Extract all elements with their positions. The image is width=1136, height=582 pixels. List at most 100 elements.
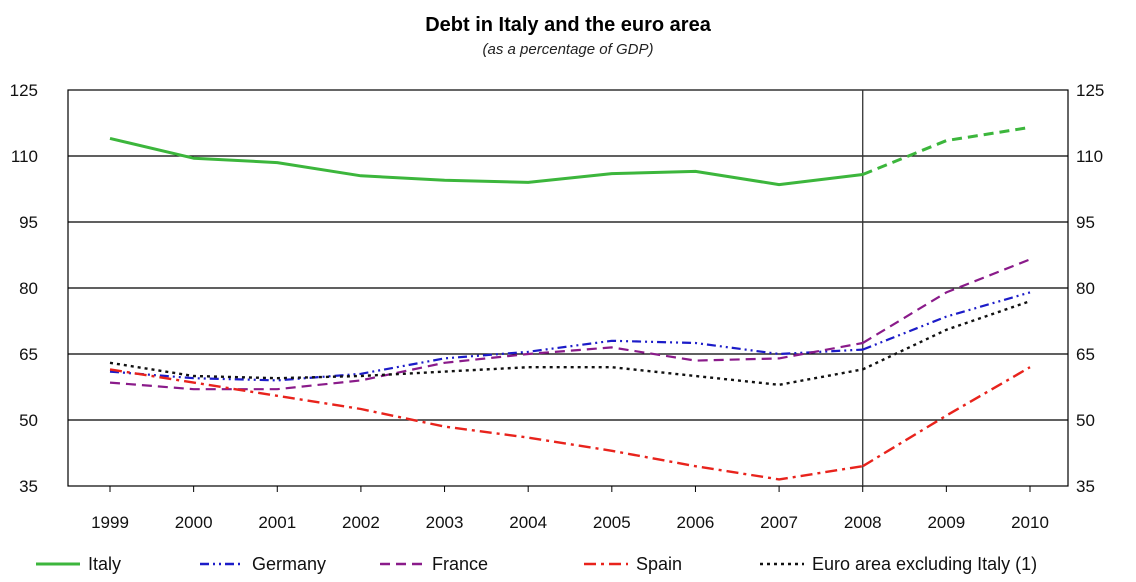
y-tick-left-110: 110: [11, 147, 38, 166]
x-tick-2010: 2010: [1011, 513, 1049, 532]
series-2-point-2010: [1028, 257, 1032, 261]
series-0-line: [109, 136, 863, 187]
series-0-point-2007: [777, 183, 781, 187]
series-2-point-2004: [526, 352, 530, 356]
series-4-point-2008: [861, 367, 865, 371]
x-tick-2003: 2003: [426, 513, 464, 532]
series-3-point-2008: [861, 464, 865, 468]
series-3-point-2006: [693, 464, 697, 468]
x-tick-2007: 2007: [760, 513, 798, 532]
series-2-point-2007: [777, 356, 781, 360]
series-0-forecast-line: [862, 125, 1031, 176]
series-0-point-2009: [944, 139, 948, 143]
series-1-point-2008: [861, 348, 865, 352]
y-tick-left-80: 80: [19, 279, 38, 298]
series-2-point-2001: [275, 387, 279, 391]
x-tick-2008: 2008: [844, 513, 882, 532]
chart-title: Debt in Italy and the euro area: [425, 14, 711, 36]
series-layer: [108, 125, 1032, 481]
series-1-point-2006: [693, 341, 697, 345]
legend-label-1: Germany: [252, 554, 326, 574]
series-4-point-2007: [777, 383, 781, 387]
legend-label-0: Italy: [88, 554, 121, 574]
series-2-point-2003: [443, 361, 447, 365]
x-tick-1999: 1999: [91, 513, 129, 532]
y-tick-right-80: 80: [1076, 279, 1095, 298]
y-tick-right-50: 50: [1076, 411, 1095, 430]
series-0-point-2001: [275, 161, 279, 165]
series-3-point-2005: [610, 449, 614, 453]
series-0-point-2004: [526, 180, 530, 184]
series-2-point-2008: [861, 341, 865, 345]
y-tick-right-125: 125: [1076, 81, 1104, 100]
legend-label-2: France: [432, 554, 488, 574]
series-1-point-2003: [443, 356, 447, 360]
series-2-point-2000: [192, 387, 196, 391]
series-3-point-2007: [777, 477, 781, 481]
series-0-point-2002: [359, 174, 363, 178]
series-4-point-2001: [275, 376, 279, 380]
series-1-point-2010: [1028, 290, 1032, 294]
y-tick-left-65: 65: [19, 345, 38, 364]
series-3-point-2009: [944, 414, 948, 418]
series-0-point-2006: [693, 169, 697, 173]
series-2-forecast-line: [862, 258, 1031, 344]
y-tick-left-95: 95: [19, 213, 38, 232]
legend: Italy Germany France Spain Euro area excludi…: [36, 554, 1037, 574]
series-4-point-2010: [1028, 299, 1032, 303]
series-3-point-2010: [1028, 365, 1032, 369]
x-tick-2005: 2005: [593, 513, 631, 532]
x-tick-2006: 2006: [677, 513, 715, 532]
series-1-point-2007: [777, 352, 781, 356]
series-3-point-2000: [192, 381, 196, 385]
chart-subtitle: (as a percentage of GDP): [482, 41, 654, 58]
series-2-point-1999: [108, 381, 112, 385]
series-4-point-2000: [192, 374, 196, 378]
series-0-point-2003: [443, 178, 447, 182]
series-0-point-2005: [610, 172, 614, 176]
y-tick-right-110: 110: [1076, 147, 1103, 166]
x-tick-2004: 2004: [509, 513, 547, 532]
series-4-point-2002: [359, 374, 363, 378]
series-1-forecast-line: [862, 291, 1031, 351]
y-tick-right-95: 95: [1076, 213, 1095, 232]
series-2-point-2009: [944, 290, 948, 294]
y-tick-right-35: 35: [1076, 477, 1095, 496]
y-tick-right-65: 65: [1076, 345, 1095, 364]
series-1-point-2005: [610, 339, 614, 343]
y-tick-left-125: 125: [10, 81, 38, 100]
series-3-forecast-line: [862, 366, 1031, 468]
series-4-point-2009: [944, 328, 948, 332]
series-3-point-2001: [275, 394, 279, 398]
axis-layer: 35 35 50 50 65 65 80 80 95 95 110 110 125 125 1999 2000…: [10, 81, 1105, 532]
series-3-point-1999: [108, 367, 112, 371]
series-1-point-2009: [944, 315, 948, 319]
series-0-point-1999: [108, 136, 112, 140]
series-4-point-2003: [443, 370, 447, 374]
series-3-line: [109, 368, 863, 481]
x-tick-2000: 2000: [175, 513, 213, 532]
series-2-point-2006: [693, 359, 697, 363]
grid-layer: [67, 89, 1069, 487]
series-4-point-2006: [693, 374, 697, 378]
y-tick-left-50: 50: [19, 411, 38, 430]
legend-label-3: Spain: [636, 554, 682, 574]
series-4-line: [109, 361, 863, 386]
y-tick-left-35: 35: [19, 477, 38, 496]
x-tick-2002: 2002: [342, 513, 380, 532]
series-0-point-2010: [1028, 125, 1032, 129]
series-3-point-2003: [443, 425, 447, 429]
x-tick-2001: 2001: [258, 513, 296, 532]
series-4-point-1999: [108, 361, 112, 365]
legend-label-4: Euro area excluding Italy (1): [812, 554, 1037, 574]
series-4-forecast-line: [862, 300, 1031, 371]
x-tick-2009: 2009: [927, 513, 965, 532]
series-0-point-2000: [192, 156, 196, 160]
series-2-line: [109, 341, 863, 391]
series-0-point-2008: [861, 172, 865, 176]
series-3-point-2004: [526, 436, 530, 440]
series-2-point-2005: [610, 345, 614, 349]
series-2-point-2002: [359, 378, 363, 382]
series-3-point-2002: [359, 407, 363, 411]
